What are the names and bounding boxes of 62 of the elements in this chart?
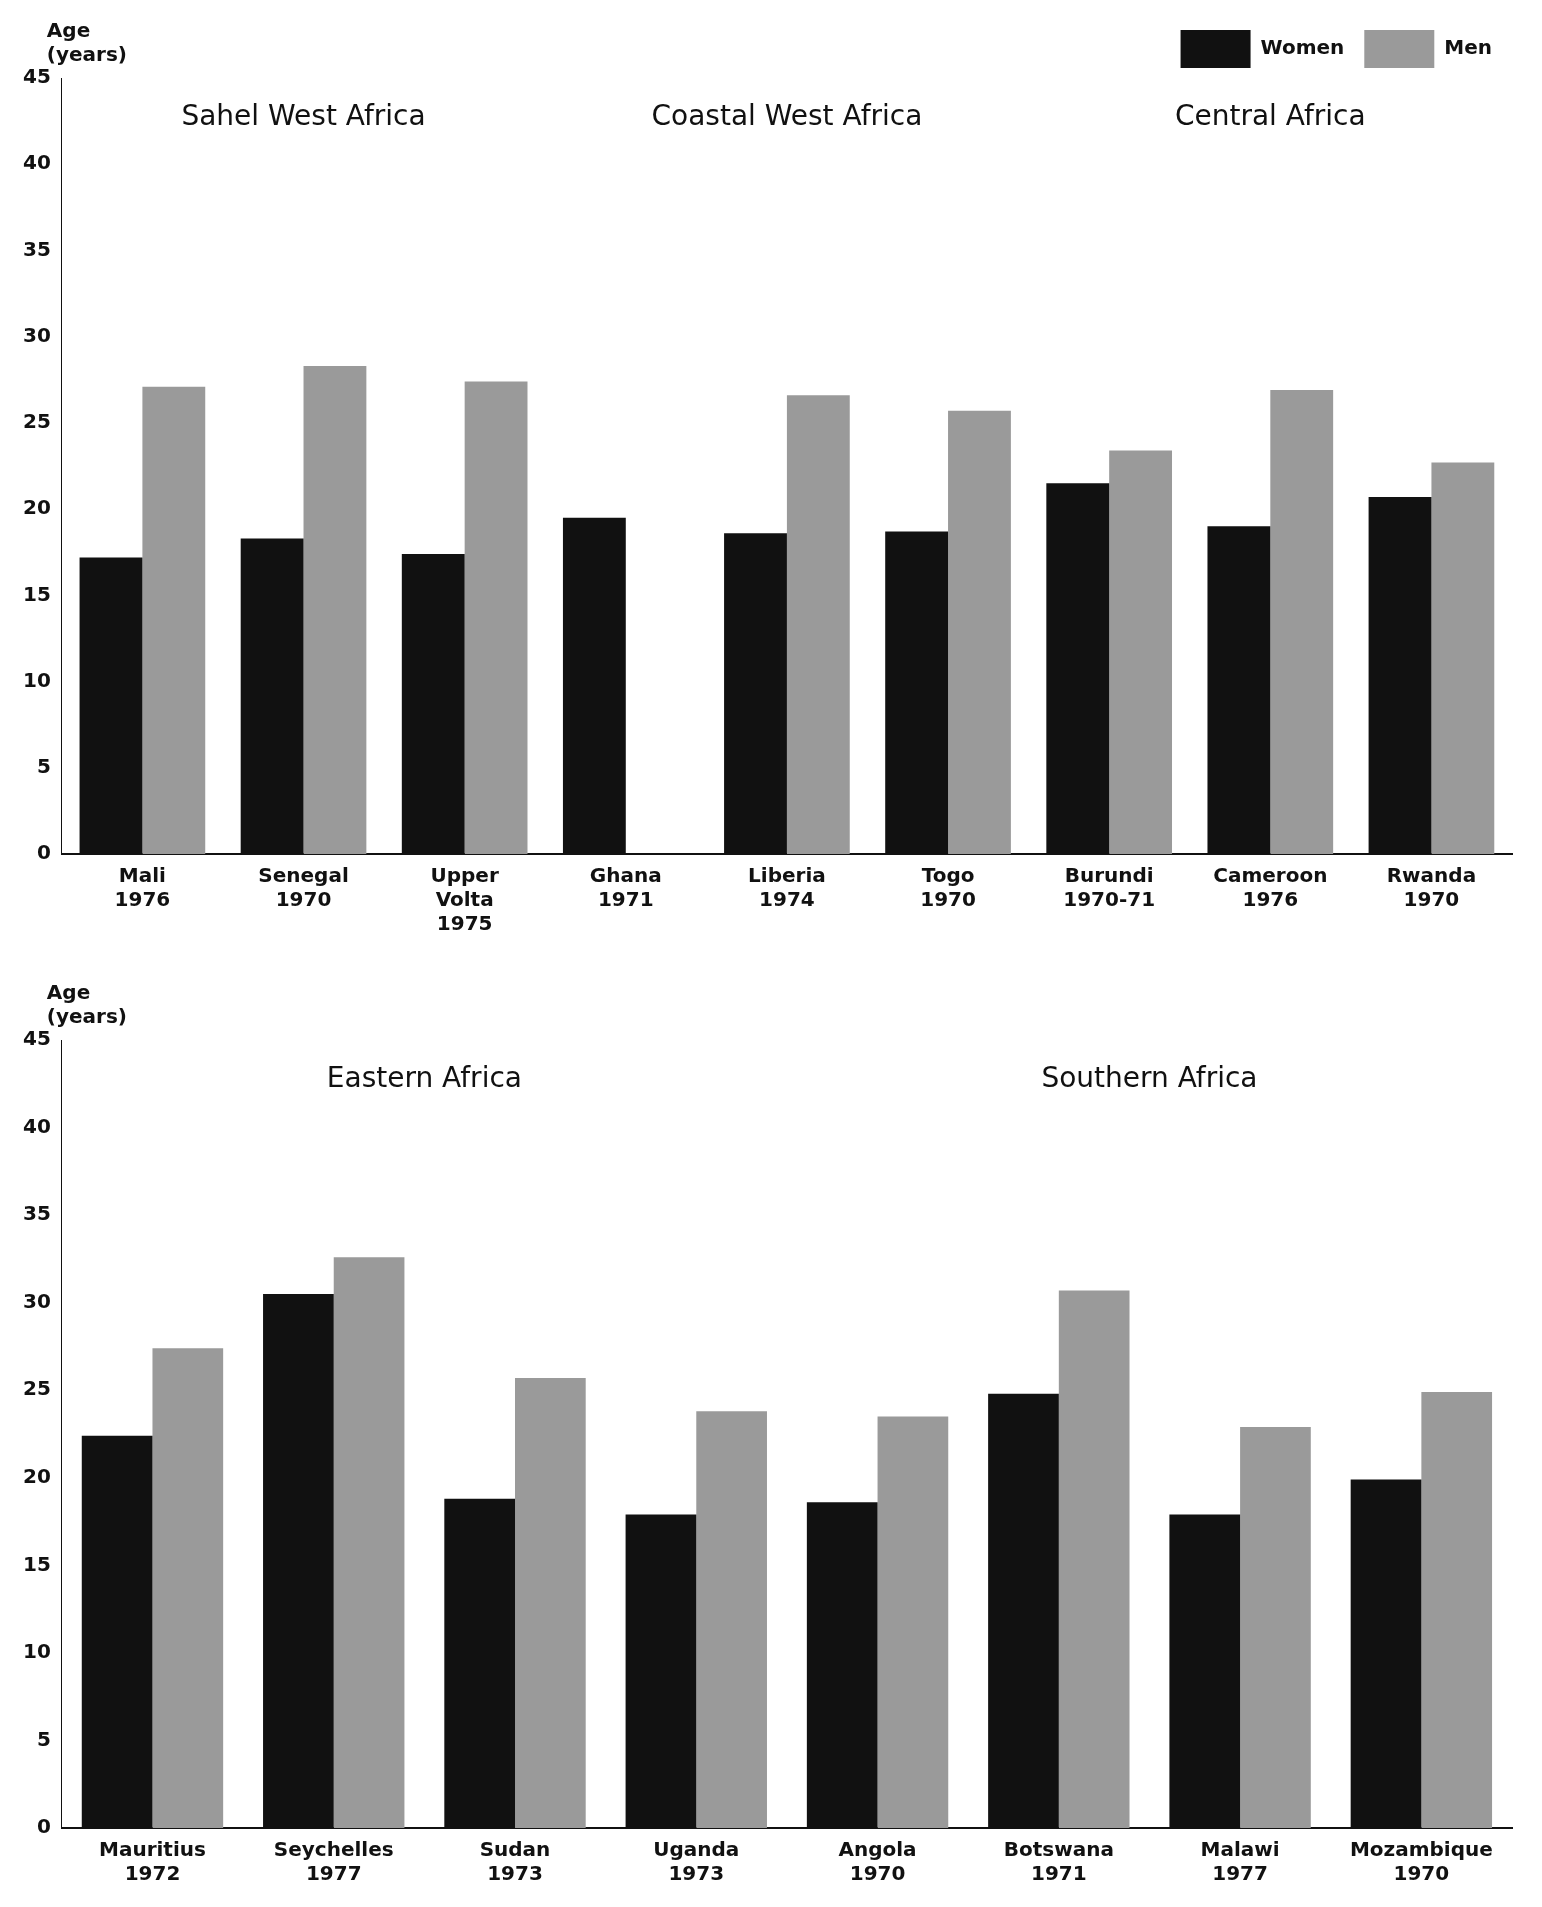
bar	[1270, 390, 1334, 854]
annotation: Central Africa	[1174, 99, 1366, 133]
y-tick-label: 30	[22, 1288, 51, 1313]
x-tick-label: Seychelles 1977	[273, 1837, 394, 1886]
y-tick-label: 40	[22, 1113, 51, 1138]
x-tick-label: Liberia 1974	[748, 863, 826, 912]
y-tick-label: 35	[22, 236, 51, 261]
bar	[1421, 1391, 1493, 1828]
bar	[515, 1377, 586, 1828]
x-tick-label: Mauritius 1972	[99, 1837, 206, 1886]
annotation: Coastal West Africa	[651, 99, 923, 133]
bar	[303, 365, 367, 854]
x-tick-label: Mali 1976	[114, 863, 171, 912]
bar	[142, 386, 206, 854]
y-tick-label: 15	[22, 581, 51, 606]
y-tick-label: 0	[36, 1814, 51, 1839]
bar	[1431, 462, 1495, 854]
x-tick-label: Burundi 1970-71	[1063, 863, 1156, 912]
x-tick-label: Ghana 1971	[589, 863, 662, 912]
annotation: Southern Africa	[1041, 1061, 1258, 1095]
annotation: Sahel West Africa	[181, 99, 426, 133]
y-tick-label: 25	[22, 409, 51, 434]
legend-label: Women	[1260, 35, 1345, 60]
y-tick-label: 40	[22, 150, 51, 175]
x-tick-label: Uganda 1973	[653, 1837, 740, 1886]
x-tick-label: Togo 1970	[920, 863, 976, 912]
annotation: Eastern Africa	[326, 1061, 522, 1095]
x-tick-label: Angola 1970	[838, 1837, 917, 1886]
y-axis-title: Age (years)	[46, 980, 127, 1029]
y-tick-label: 20	[22, 1463, 51, 1488]
bar	[333, 1257, 405, 1828]
bar	[1058, 1290, 1130, 1828]
y-tick-label: 30	[22, 322, 51, 347]
bar	[696, 1411, 767, 1828]
y-tick-label: 5	[36, 1726, 51, 1751]
y-tick-label: 10	[22, 667, 51, 692]
y-tick-label: 20	[22, 495, 51, 520]
bar	[948, 410, 1011, 854]
bar	[1240, 1427, 1311, 1828]
x-tick-label: Upper Volta 1975	[430, 863, 499, 936]
y-tick-label: 15	[22, 1551, 51, 1576]
bar	[152, 1348, 224, 1828]
bar	[464, 381, 528, 854]
y-axis-title: Age (years)	[46, 18, 127, 67]
x-tick-label: Malawi 1977	[1200, 1837, 1280, 1886]
bar	[1109, 450, 1173, 854]
y-tick-label: 5	[36, 753, 51, 778]
bar	[877, 1416, 949, 1828]
x-tick-label: Botswana 1971	[1003, 1837, 1114, 1886]
y-tick-label: 0	[36, 840, 51, 865]
bar	[786, 395, 850, 854]
y-tick-label: 45	[22, 64, 51, 89]
x-tick-label: Mozambique 1970	[1349, 1837, 1493, 1886]
legend-label: Men	[1444, 35, 1493, 60]
y-tick-label: 35	[22, 1201, 51, 1226]
x-tick-label: Cameroon 1976	[1213, 863, 1328, 912]
y-tick-label: 10	[22, 1639, 51, 1664]
y-tick-label: 25	[22, 1376, 51, 1401]
x-tick-label: Senegal 1970	[258, 863, 349, 912]
x-tick-label: Sudan 1973	[479, 1837, 551, 1886]
x-tick-label: Rwanda 1970	[1386, 863, 1477, 912]
y-tick-label: 45	[22, 1026, 51, 1051]
